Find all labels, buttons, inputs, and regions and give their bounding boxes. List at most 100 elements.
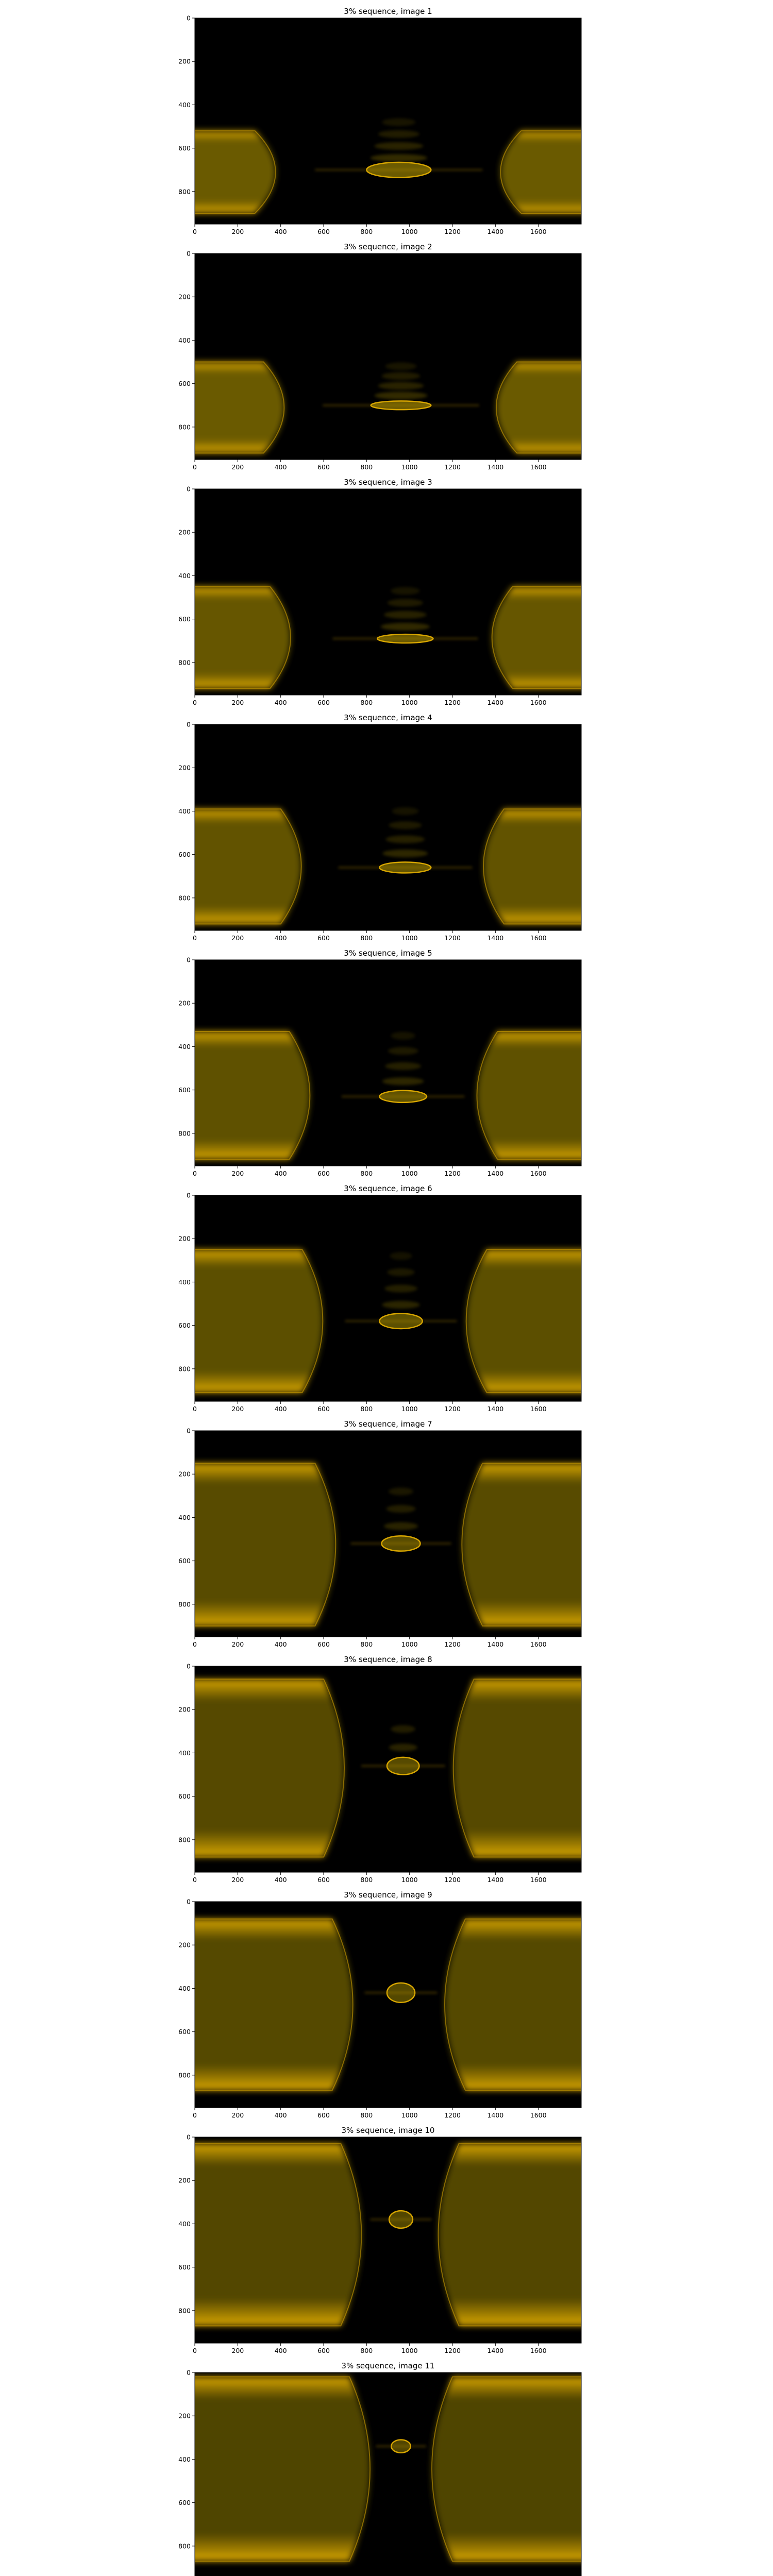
y-tick-label: 200 bbox=[178, 1470, 191, 1478]
x-tick-label: 800 bbox=[360, 2111, 373, 2119]
right-droplet bbox=[477, 1031, 592, 1159]
interference-fringe bbox=[375, 392, 428, 399]
x-tick-label: 800 bbox=[360, 2347, 373, 2354]
x-tick-label: 1600 bbox=[530, 699, 547, 706]
panel-title: 3% sequence, image 5 bbox=[344, 948, 432, 958]
x-tick-label: 1000 bbox=[401, 699, 418, 706]
panel-title: 3% sequence, image 11 bbox=[342, 2361, 435, 2370]
y-tick-label: 200 bbox=[178, 999, 191, 1007]
x-tick-label: 0 bbox=[193, 699, 197, 706]
left-droplet bbox=[184, 1249, 323, 1393]
lens-glow bbox=[351, 1543, 451, 1544]
y-tick-label: 200 bbox=[178, 1235, 191, 1243]
image-area bbox=[184, 2372, 592, 2576]
interference-fringe bbox=[388, 599, 423, 606]
interference-fringe bbox=[387, 1268, 414, 1276]
x-tick-label: 400 bbox=[275, 1170, 287, 1177]
y-tick-label: 400 bbox=[178, 2220, 191, 2228]
left-droplet bbox=[184, 1463, 335, 1626]
left-droplet bbox=[184, 1031, 310, 1159]
lens-glow bbox=[333, 638, 478, 639]
y-tick-label: 600 bbox=[178, 1086, 191, 1094]
x-tick-label: 0 bbox=[193, 463, 197, 471]
x-tick-label: 400 bbox=[275, 2111, 287, 2119]
x-tick-label: 0 bbox=[193, 1405, 197, 1413]
interference-fringe bbox=[384, 1522, 418, 1530]
y-tick-label: 600 bbox=[178, 2028, 191, 2036]
x-tick-label: 600 bbox=[317, 934, 330, 942]
panel-title: 3% sequence, image 6 bbox=[344, 1184, 432, 1193]
x-tick-label: 1200 bbox=[444, 2347, 461, 2354]
x-tick-label: 0 bbox=[193, 2347, 197, 2354]
x-tick-label: 1200 bbox=[444, 1170, 461, 1177]
x-tick-label: 600 bbox=[317, 1640, 330, 1648]
x-tick-label: 1000 bbox=[401, 1876, 418, 1884]
image-area bbox=[184, 724, 592, 930]
panel-title: 3% sequence, image 1 bbox=[344, 7, 432, 16]
panel-7: 3% sequence, image 7 0 200 400 600 800 1000 120… bbox=[178, 1419, 592, 1648]
right-droplet bbox=[496, 362, 592, 453]
x-tick-label: 1000 bbox=[401, 463, 418, 471]
x-tick-label: 600 bbox=[317, 2347, 330, 2354]
y-tick-label: 600 bbox=[178, 1792, 191, 1800]
x-tick-label: 200 bbox=[231, 463, 244, 471]
y-tick-label: 0 bbox=[187, 721, 191, 728]
x-tick-label: 1000 bbox=[401, 228, 418, 235]
x-tick-label: 1400 bbox=[487, 699, 503, 706]
panels: 3% sequence, image 1 0 200 400 600 800 1000 120… bbox=[178, 7, 592, 2576]
image-area bbox=[184, 18, 592, 224]
y-tick-label: 0 bbox=[187, 485, 191, 493]
x-tick-label: 400 bbox=[275, 934, 287, 942]
panel-10: 3% sequence, image 100 200 400 600 800 1000 12… bbox=[178, 2126, 592, 2354]
y-tick-label: 0 bbox=[187, 1192, 191, 1199]
x-tick-label: 1400 bbox=[487, 934, 503, 942]
lens-glow bbox=[365, 1992, 438, 1993]
x-tick-label: 1400 bbox=[487, 463, 503, 471]
y-tick-label: 400 bbox=[178, 101, 191, 109]
x-tick-label: 1000 bbox=[401, 934, 418, 942]
x-tick-label: 400 bbox=[275, 463, 287, 471]
panel-2: 3% sequence, image 2 0 200 400 600 800 1000 120… bbox=[178, 242, 592, 471]
x-tick-label: 1400 bbox=[487, 1640, 503, 1648]
x-tick-label: 1200 bbox=[444, 228, 461, 235]
x-tick-label: 600 bbox=[317, 1876, 330, 1884]
lens-glow bbox=[370, 2219, 431, 2221]
left-droplet bbox=[184, 362, 284, 453]
y-tick-label: 400 bbox=[178, 807, 191, 815]
x-tick-label: 400 bbox=[275, 1405, 287, 1413]
panel-1: 3% sequence, image 1 0 200 400 600 800 1000 120… bbox=[178, 7, 592, 235]
interference-fringe bbox=[382, 1077, 424, 1085]
panel-4: 3% sequence, image 40 200 400 600 800 1000 120… bbox=[178, 713, 592, 942]
y-tick-label: 400 bbox=[178, 1043, 191, 1050]
interference-fringe bbox=[382, 118, 415, 126]
x-tick-label: 200 bbox=[231, 1170, 244, 1177]
y-tick-label: 800 bbox=[178, 894, 191, 902]
interference-fringe bbox=[371, 154, 427, 162]
x-tick-label: 1400 bbox=[487, 1876, 503, 1884]
panel-11: 3% sequence, image 110200400600800100012… bbox=[178, 2361, 592, 2576]
x-tick-label: 600 bbox=[317, 1170, 330, 1177]
y-tick-label: 0 bbox=[187, 2369, 191, 2377]
y-tick-label: 800 bbox=[178, 423, 191, 431]
panel-title: 3% sequence, image 2 bbox=[344, 242, 432, 251]
y-tick-label: 800 bbox=[178, 1600, 191, 1608]
x-tick-label: 0 bbox=[193, 1170, 197, 1177]
x-tick-label: 0 bbox=[193, 2111, 197, 2119]
x-tick-label: 1600 bbox=[530, 1876, 547, 1884]
right-droplet bbox=[466, 1249, 592, 1393]
right-droplet bbox=[492, 586, 592, 688]
interference-fringe bbox=[384, 1284, 417, 1292]
interference-fringe bbox=[378, 382, 424, 389]
interference-fringe bbox=[386, 1505, 416, 1513]
y-tick-label: 0 bbox=[187, 1663, 191, 1670]
x-tick-label: 1000 bbox=[401, 2111, 418, 2119]
image-area bbox=[184, 960, 592, 1166]
x-tick-label: 1600 bbox=[530, 934, 547, 942]
interference-fringe bbox=[385, 1062, 421, 1070]
x-tick-label: 1400 bbox=[487, 228, 503, 235]
y-tick-label: 400 bbox=[178, 336, 191, 344]
y-tick-label: 200 bbox=[178, 1706, 191, 1714]
y-tick-label: 400 bbox=[178, 1278, 191, 1286]
x-tick-label: 1200 bbox=[444, 1640, 461, 1648]
